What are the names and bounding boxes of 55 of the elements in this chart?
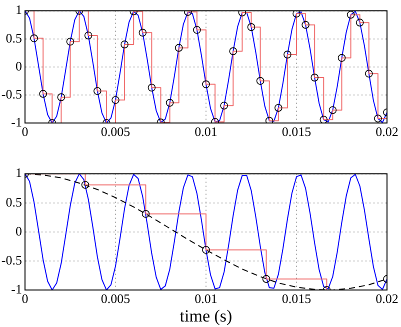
point xyxy=(274,104,282,112)
y-tick-label: 1 xyxy=(16,165,22,180)
point xyxy=(142,210,150,218)
point xyxy=(265,116,274,123)
x-tick-label: 0.015 xyxy=(282,291,312,306)
point xyxy=(247,23,256,31)
x-tick-label: 0.02 xyxy=(376,124,398,140)
y-tick-label: -1 xyxy=(11,114,22,130)
y-tick-label: 0 xyxy=(16,58,22,74)
point xyxy=(310,74,318,82)
point xyxy=(302,20,310,29)
point xyxy=(262,275,270,283)
point xyxy=(94,87,102,95)
x-tick-label: 0.015 xyxy=(282,124,312,140)
point xyxy=(66,38,74,46)
y-tick-label: -0.5 xyxy=(1,86,22,102)
point xyxy=(202,80,210,88)
x-tick-label: 0.005 xyxy=(100,291,130,306)
point xyxy=(292,10,300,18)
y-tick-label: 0.5 xyxy=(6,194,22,210)
point xyxy=(238,10,246,16)
point xyxy=(374,114,382,122)
point xyxy=(166,98,174,107)
x-tick-label: 0.005 xyxy=(100,124,130,140)
point xyxy=(120,40,128,48)
point xyxy=(284,50,292,58)
point xyxy=(256,77,264,85)
x-tick-label: 0.02 xyxy=(376,291,398,306)
point xyxy=(202,246,210,254)
point xyxy=(57,93,66,102)
point xyxy=(365,70,373,78)
point xyxy=(30,34,38,42)
point xyxy=(356,18,364,26)
point xyxy=(81,180,90,189)
x-tick-label: 0.01 xyxy=(194,124,218,140)
point xyxy=(174,44,183,52)
x-axis-title: time (s) xyxy=(180,306,232,326)
point xyxy=(328,106,337,114)
point xyxy=(39,90,47,98)
x-tick-label: 0.01 xyxy=(194,291,218,306)
point xyxy=(112,96,120,104)
point xyxy=(148,84,156,92)
point xyxy=(193,26,201,34)
y-tick-label: -1 xyxy=(11,281,22,296)
point xyxy=(338,54,346,62)
y-tick-label: -0.5 xyxy=(1,252,22,268)
point xyxy=(138,28,147,37)
point xyxy=(220,102,228,110)
y-tick-label: 0 xyxy=(16,223,22,238)
y-tick-label: 0.5 xyxy=(6,30,22,46)
point xyxy=(84,32,92,40)
point xyxy=(229,47,238,56)
point xyxy=(320,116,328,123)
point xyxy=(346,10,355,19)
y-tick-label: 1 xyxy=(16,2,22,18)
